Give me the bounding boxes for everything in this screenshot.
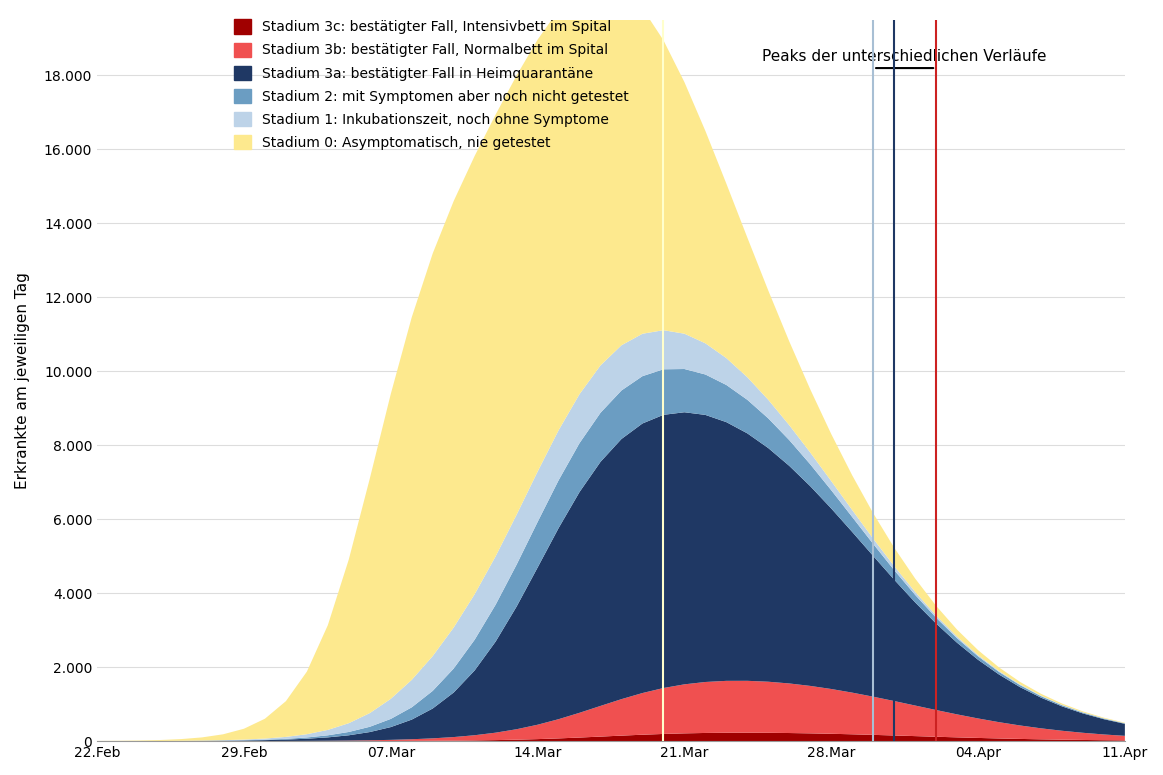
Text: Peaks der unterschiedlichen Verläufe: Peaks der unterschiedlichen Verläufe [763,50,1047,64]
Legend: Stadium 3c: bestätigter Fall, Intensivbett im Spital, Stadium 3b: bestätigter Fa: Stadium 3c: bestätigter Fall, Intensivbe… [228,12,636,157]
Y-axis label: Erkrankte am jeweiligen Tag: Erkrankte am jeweiligen Tag [15,272,30,489]
